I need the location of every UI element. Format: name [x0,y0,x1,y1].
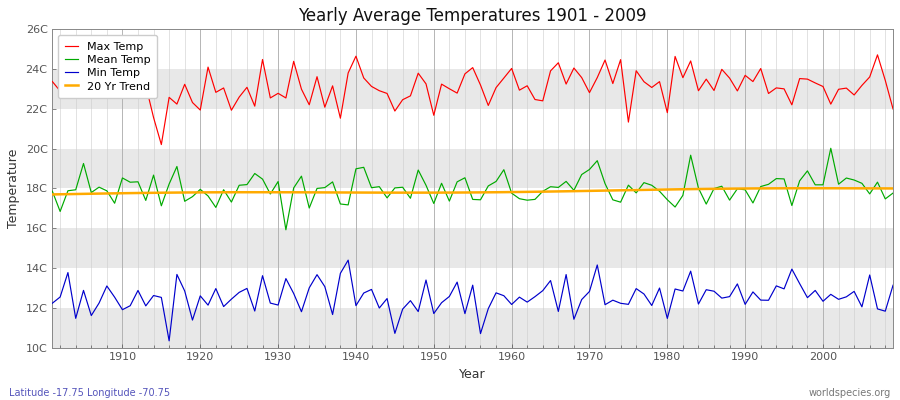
Min Temp [47,301,58,306]
Mean Temp [281,227,292,232]
Bar [52,308,893,348]
20 Yr Trend [810,186,821,191]
Mean Temp [288,186,299,190]
Max Temp [608,81,618,86]
Max Temp [506,66,517,71]
Line: Min Temp: Min Temp [52,260,893,341]
Mean Temp [887,191,898,196]
Mean Temp [109,201,120,206]
20 Yr Trend [328,190,338,195]
20 Yr Trend [887,186,898,191]
Mean Temp [506,191,517,196]
Min Temp [522,300,533,304]
Min Temp [343,258,354,262]
Max Temp [156,142,166,147]
20 Yr Trend [506,190,517,194]
Bar [52,228,893,268]
Legend: Max Temp, Mean Temp, Min Temp, 20 Yr Trend: Max Temp, Mean Temp, Min Temp, 20 Yr Tre… [58,35,158,98]
Mean Temp [47,189,58,194]
Max Temp [335,116,346,121]
Max Temp [109,94,120,98]
Line: Mean Temp: Mean Temp [52,148,893,230]
Min Temp [887,283,898,288]
Line: Max Temp: Max Temp [52,55,893,144]
X-axis label: Year: Year [459,368,486,381]
Min Temp [288,291,299,296]
Max Temp [514,88,525,92]
20 Yr Trend [281,190,292,195]
Title: Yearly Average Temperatures 1901 - 2009: Yearly Average Temperatures 1901 - 2009 [299,7,647,25]
Min Temp [109,295,120,300]
20 Yr Trend [109,191,120,196]
Min Temp [616,301,626,306]
Mean Temp [825,146,836,151]
20 Yr Trend [47,192,58,197]
20 Yr Trend [599,188,610,193]
Max Temp [872,52,883,57]
Bar [52,149,893,188]
Min Temp [335,271,346,276]
Mean Temp [335,202,346,206]
Text: worldspecies.org: worldspecies.org [809,388,891,398]
Mean Temp [608,198,618,202]
Bar [52,69,893,109]
Line: 20 Yr Trend: 20 Yr Trend [52,188,893,194]
Max Temp [887,107,898,112]
20 Yr Trend [499,190,509,194]
Max Temp [288,59,299,64]
Mean Temp [514,196,525,201]
Text: Latitude -17.75 Longitude -70.75: Latitude -17.75 Longitude -70.75 [9,388,170,398]
Min Temp [164,338,175,343]
Y-axis label: Temperature: Temperature [7,149,20,228]
Min Temp [514,295,525,300]
Max Temp [47,79,58,84]
